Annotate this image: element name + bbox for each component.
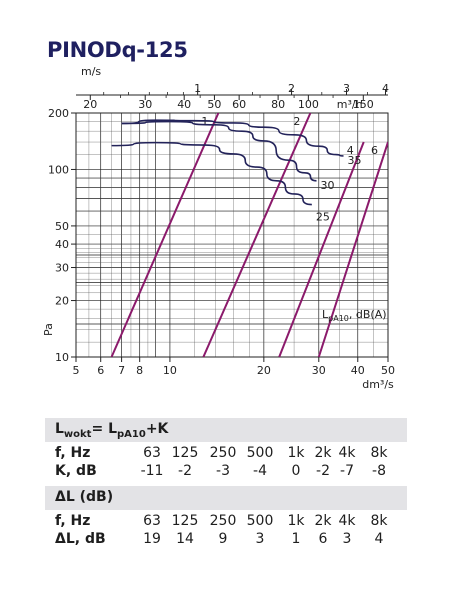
table2-cell: 63 bbox=[143, 513, 161, 529]
x-tick-label: 10 bbox=[163, 364, 177, 377]
table1-cell: 1k bbox=[287, 445, 305, 461]
table2-cell: 125 bbox=[171, 513, 199, 529]
table2-cell: 3 bbox=[342, 531, 352, 547]
system-curves bbox=[110, 113, 388, 357]
table1-cell: -2 bbox=[178, 463, 192, 479]
ms-tick-label: 2 bbox=[288, 82, 295, 95]
table2-cell: 4k bbox=[338, 513, 356, 529]
table2-row-label: ΔL, dB bbox=[55, 531, 106, 547]
table2-cell: 8k bbox=[370, 513, 388, 529]
m3h-tick-label: 20 bbox=[83, 98, 97, 111]
x-tick-label: 40 bbox=[351, 364, 365, 377]
fan-curve-25 bbox=[111, 141, 312, 206]
m3h-tick-label: 40 bbox=[177, 98, 191, 111]
plot-frame bbox=[75, 112, 389, 358]
table1-header-sub2: pA10 bbox=[117, 428, 146, 440]
table1-cell: -7 bbox=[340, 463, 354, 479]
table2-cell: 6 bbox=[318, 531, 328, 547]
m3h-tick-label: 100 bbox=[298, 98, 319, 111]
system-curve-label-6: 6 bbox=[371, 144, 378, 157]
fan-curve-label-30: 30 bbox=[321, 179, 335, 192]
table1-header-tail: +K bbox=[145, 421, 169, 437]
table1-row-label: K, dB bbox=[55, 463, 97, 479]
top-axis-ms-label: m/s bbox=[81, 65, 101, 78]
fan-curves bbox=[111, 119, 344, 206]
y-tick-label: 100 bbox=[48, 163, 69, 176]
m3h-tick-label: 60 bbox=[232, 98, 246, 111]
table2-cell: 19 bbox=[143, 531, 161, 547]
table1-header-mid: = L bbox=[91, 421, 117, 437]
table1-cell: 125 bbox=[171, 445, 199, 461]
system-curve-label-4: 4 bbox=[347, 144, 354, 157]
top-axis-m3h-label: m³/h bbox=[337, 98, 363, 111]
y-tick-label: 20 bbox=[55, 295, 69, 308]
table2-cell: 14 bbox=[176, 531, 194, 547]
table2-cell: 1k bbox=[287, 513, 305, 529]
ms-tick-label: 4 bbox=[382, 82, 389, 95]
annotation-part-l: L bbox=[322, 308, 329, 321]
table1-header: Lwokt= LpA10+K bbox=[55, 421, 168, 440]
table2-cell: 9 bbox=[218, 531, 228, 547]
system-curve-1 bbox=[110, 113, 220, 357]
ms-tick-label: 1 bbox=[194, 82, 201, 95]
m3h-tick-label: 50 bbox=[207, 98, 221, 111]
x-tick-label: 7 bbox=[118, 364, 125, 377]
x-tick-label: 30 bbox=[312, 364, 326, 377]
table1-header-band: Lwokt= LpA10+K bbox=[45, 418, 407, 442]
fan-curve-label-25: 25 bbox=[316, 211, 330, 224]
x-tick-label: 8 bbox=[136, 364, 143, 377]
performance-chart: 5 6 7 8 10 20 30 40 50dm³/s1020304050100200Pam/s… bbox=[42, 65, 395, 391]
x-tick-label: 20 bbox=[257, 364, 271, 377]
table1-cell: -2 bbox=[316, 463, 330, 479]
fan-curve-35 bbox=[121, 119, 344, 157]
y-tick-label: 200 bbox=[48, 107, 69, 120]
x-tick-label: 5 bbox=[73, 364, 80, 377]
fan-curve-30 bbox=[121, 120, 317, 182]
table1-cell: 8k bbox=[370, 445, 388, 461]
y-tick-label: 40 bbox=[55, 238, 69, 251]
table2-cell: 4 bbox=[374, 531, 384, 547]
table1-cell: -11 bbox=[140, 463, 164, 479]
table2-cell: 500 bbox=[246, 513, 274, 529]
system-curve-6 bbox=[317, 141, 388, 357]
m3h-tick-label: 30 bbox=[138, 98, 152, 111]
table1-cell: 63 bbox=[143, 445, 161, 461]
x-axis-label: dm³/s bbox=[362, 378, 394, 391]
annotation-part-sub: pA10 bbox=[328, 314, 349, 323]
table1-header-sub1: wokt bbox=[63, 428, 92, 440]
table1-cell: -4 bbox=[253, 463, 267, 479]
y-tick-label: 30 bbox=[55, 262, 69, 275]
page-title: PINODq-125 bbox=[47, 38, 188, 62]
table1-cell: 500 bbox=[246, 445, 274, 461]
table2-cell: 250 bbox=[209, 513, 237, 529]
table2-cell: 3 bbox=[255, 531, 265, 547]
table2-header: ΔL (dB) bbox=[55, 489, 114, 505]
table1-header-main: L bbox=[55, 421, 64, 437]
table1-row-label: f, Hz bbox=[55, 445, 91, 461]
chart-annotation: LpA10, dB(A) bbox=[322, 308, 387, 323]
m3h-tick-label: 80 bbox=[271, 98, 285, 111]
x-tick-label: 50 bbox=[381, 364, 395, 377]
table1-cell: 2k bbox=[314, 445, 332, 461]
annotation-part-rest: , dB(A) bbox=[349, 308, 387, 321]
m3h-tick-label: 150 bbox=[353, 98, 374, 111]
y-tick-label: 10 bbox=[55, 351, 69, 364]
fan-curve-label-35: 35 bbox=[347, 154, 361, 167]
table1-cell: -3 bbox=[216, 463, 230, 479]
table1-cell: -8 bbox=[372, 463, 386, 479]
table1-cell: 0 bbox=[291, 463, 301, 479]
table2-row-label: f, Hz bbox=[55, 513, 91, 529]
system-curve-label-2: 2 bbox=[293, 115, 300, 128]
table1-cell: 4k bbox=[338, 445, 356, 461]
system-curve-2 bbox=[202, 113, 312, 357]
table2-cell: 1 bbox=[291, 531, 301, 547]
x-tick-label: 6 bbox=[97, 364, 104, 377]
table2-cell: 2k bbox=[314, 513, 332, 529]
system-curve-4 bbox=[278, 141, 365, 357]
table1-cell: 250 bbox=[209, 445, 237, 461]
y-axis-label: Pa bbox=[42, 323, 55, 336]
ms-tick-label: 3 bbox=[343, 82, 350, 95]
table2-header-band: ΔL (dB) bbox=[45, 486, 407, 510]
y-tick-label: 50 bbox=[55, 220, 69, 233]
